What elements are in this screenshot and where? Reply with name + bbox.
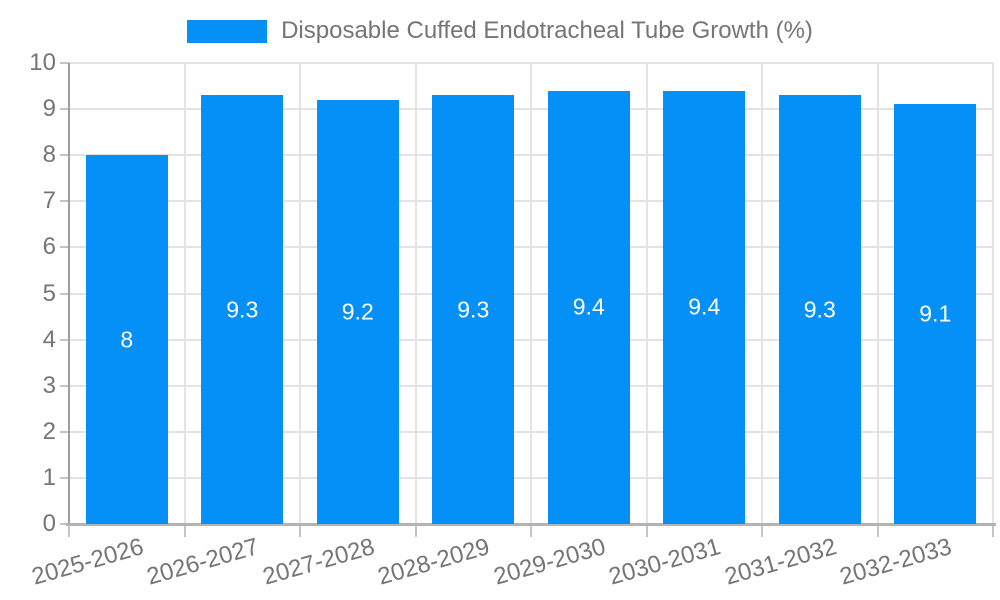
bar[interactable] <box>201 95 284 524</box>
x-tick-mark <box>761 524 763 537</box>
x-tick-label: 2026-2027 <box>144 533 263 591</box>
bar[interactable] <box>778 95 861 524</box>
y-tick-mark <box>60 200 69 203</box>
v-gridline <box>876 63 879 524</box>
legend[interactable]: Disposable Cuffed Endotracheal Tube Grow… <box>0 17 1000 45</box>
v-gridline <box>761 63 763 524</box>
y-tick-label: 6 <box>42 233 56 261</box>
y-tick-mark <box>60 154 69 157</box>
y-tick-mark <box>60 338 69 341</box>
bar-value-label: 8 <box>120 326 134 353</box>
x-tick-label: 2027-2028 <box>259 533 378 591</box>
x-tick-label: 2031-2032 <box>721 533 840 591</box>
y-tick-mark <box>60 292 69 295</box>
bar[interactable] <box>432 95 515 524</box>
y-tick-label: 4 <box>42 325 56 353</box>
v-gridline <box>183 63 186 524</box>
bar-value-label: 9.4 <box>688 293 721 320</box>
y-tick-label: 3 <box>42 371 56 399</box>
bar-value-label: 9.3 <box>226 296 259 323</box>
y-tick-mark <box>60 62 69 64</box>
y-tick-label: 7 <box>42 187 56 215</box>
bar[interactable] <box>894 104 977 524</box>
bar-value-label: 9.3 <box>803 296 836 323</box>
bar[interactable] <box>316 99 399 524</box>
y-tick-mark <box>60 476 69 479</box>
y-tick-mark <box>60 523 69 525</box>
bar-value-label: 9.1 <box>919 300 952 327</box>
x-axis-line <box>66 523 996 526</box>
bar-value-label: 9.2 <box>341 298 374 325</box>
y-tick-label: 10 <box>29 49 56 76</box>
y-tick-mark <box>60 108 69 111</box>
y-tick-mark <box>60 246 69 249</box>
x-tick-mark <box>299 524 301 537</box>
x-tick-mark <box>530 524 532 537</box>
x-tick-mark <box>876 524 879 537</box>
legend-swatch-icon <box>187 19 268 43</box>
bar-value-label: 9.3 <box>457 296 490 323</box>
x-tick-label: 2028-2029 <box>375 533 494 591</box>
y-tick-label: 0 <box>42 510 56 537</box>
bar[interactable] <box>85 155 168 524</box>
legend-label: Disposable Cuffed Endotracheal Tube Grow… <box>281 17 813 44</box>
v-gridline <box>414 63 417 524</box>
v-gridline <box>299 63 301 524</box>
x-tick-mark <box>992 524 994 537</box>
v-gridline <box>645 63 648 524</box>
v-gridline <box>530 63 532 524</box>
y-axis-line <box>68 63 70 524</box>
y-tick-label: 2 <box>42 417 56 445</box>
v-gridline <box>992 63 994 524</box>
bar[interactable] <box>547 90 630 524</box>
x-tick-label: 2029-2030 <box>490 533 609 591</box>
y-tick-label: 9 <box>42 95 56 123</box>
x-tick-mark <box>68 524 70 537</box>
x-tick-mark <box>183 524 186 537</box>
x-tick-label: 2032-2033 <box>837 533 956 591</box>
y-tick-label: 1 <box>42 463 56 491</box>
x-tick-mark <box>645 524 648 537</box>
bar-value-label: 9.4 <box>572 293 605 320</box>
bar[interactable] <box>663 90 746 524</box>
x-tick-mark <box>414 524 417 537</box>
x-tick-label: 2025-2026 <box>28 533 147 591</box>
y-tick-label: 5 <box>42 279 56 307</box>
y-tick-label: 8 <box>42 141 56 169</box>
y-tick-mark <box>60 430 69 433</box>
y-tick-mark <box>60 384 69 387</box>
x-tick-label: 2030-2031 <box>606 533 725 591</box>
